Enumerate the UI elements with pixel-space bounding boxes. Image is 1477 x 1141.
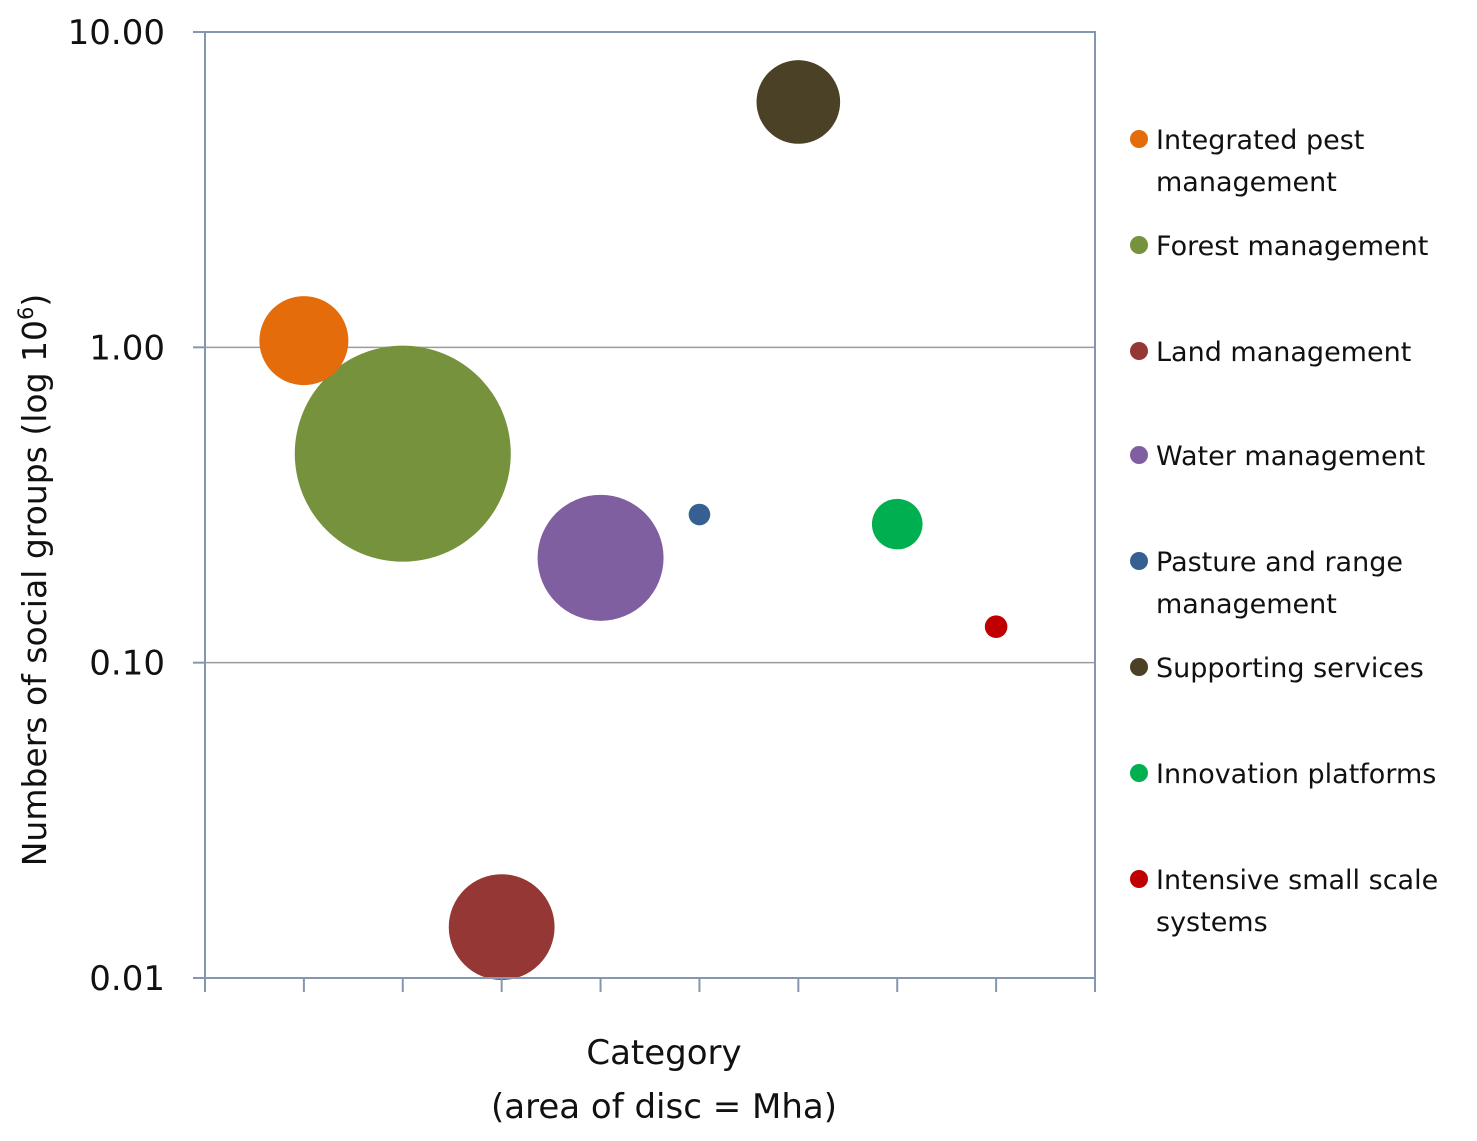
y-tick-label: 1.00 <box>89 328 165 368</box>
legend-item: Supporting services <box>1130 648 1461 690</box>
legend-label: Land management <box>1156 337 1412 368</box>
bubble-layer <box>259 60 1008 981</box>
legend-label: Integrated pest management <box>1156 125 1365 198</box>
legend-marker <box>1130 870 1148 888</box>
legend-marker <box>1130 764 1148 782</box>
legend-item: Water management <box>1130 436 1461 478</box>
bubble <box>984 615 1008 639</box>
axis-layer: 10.00 1.00 0.10 0.01 <box>68 13 1096 999</box>
legend-item: Intensive small scale systems <box>1130 860 1461 944</box>
legend-item: Pasture and range management <box>1130 542 1461 626</box>
y-axis-title-exponent: 6 <box>14 307 38 320</box>
bubble <box>756 60 841 144</box>
bubble <box>259 296 349 386</box>
legend-label: Forest management <box>1156 231 1429 262</box>
bubble <box>448 874 555 981</box>
y-axis-title-main: Numbers of social groups (log 10 <box>15 320 54 866</box>
label-layer: Category (area of disc = Mha) Numbers of… <box>14 294 837 1127</box>
bubble <box>294 345 511 562</box>
y-axis-title: Numbers of social groups (log 106) <box>14 294 54 867</box>
bubble <box>871 498 923 550</box>
x-axis-title: Category <box>586 1033 741 1073</box>
bubble <box>688 503 711 526</box>
y-tick-label: 0.01 <box>89 959 165 999</box>
legend-item: Land management <box>1130 332 1461 374</box>
legend-marker <box>1130 236 1148 254</box>
legend-marker <box>1130 552 1148 570</box>
legend-item: Forest management <box>1130 226 1461 268</box>
y-axis-title-close: ) <box>15 294 54 307</box>
legend-label: Intensive small scale systems <box>1156 865 1439 938</box>
legend-label: Pasture and range management <box>1156 547 1403 620</box>
legend-marker <box>1130 130 1148 148</box>
legend-label: Water management <box>1156 441 1426 472</box>
legend-label: Innovation platforms <box>1156 759 1437 790</box>
y-tick-label: 0.10 <box>89 644 165 684</box>
legend-marker <box>1130 658 1148 676</box>
y-tick-label: 10.00 <box>68 13 165 53</box>
bubble <box>537 494 664 621</box>
x-axis-subtitle: (area of disc = Mha) <box>491 1087 837 1127</box>
legend-item: Integrated pest management <box>1130 120 1461 204</box>
legend-item: Innovation platforms <box>1130 754 1461 796</box>
legend-label: Supporting services <box>1156 653 1424 684</box>
legend-marker <box>1130 446 1148 464</box>
legend-marker <box>1130 342 1148 360</box>
plot-area-border <box>204 31 1096 979</box>
